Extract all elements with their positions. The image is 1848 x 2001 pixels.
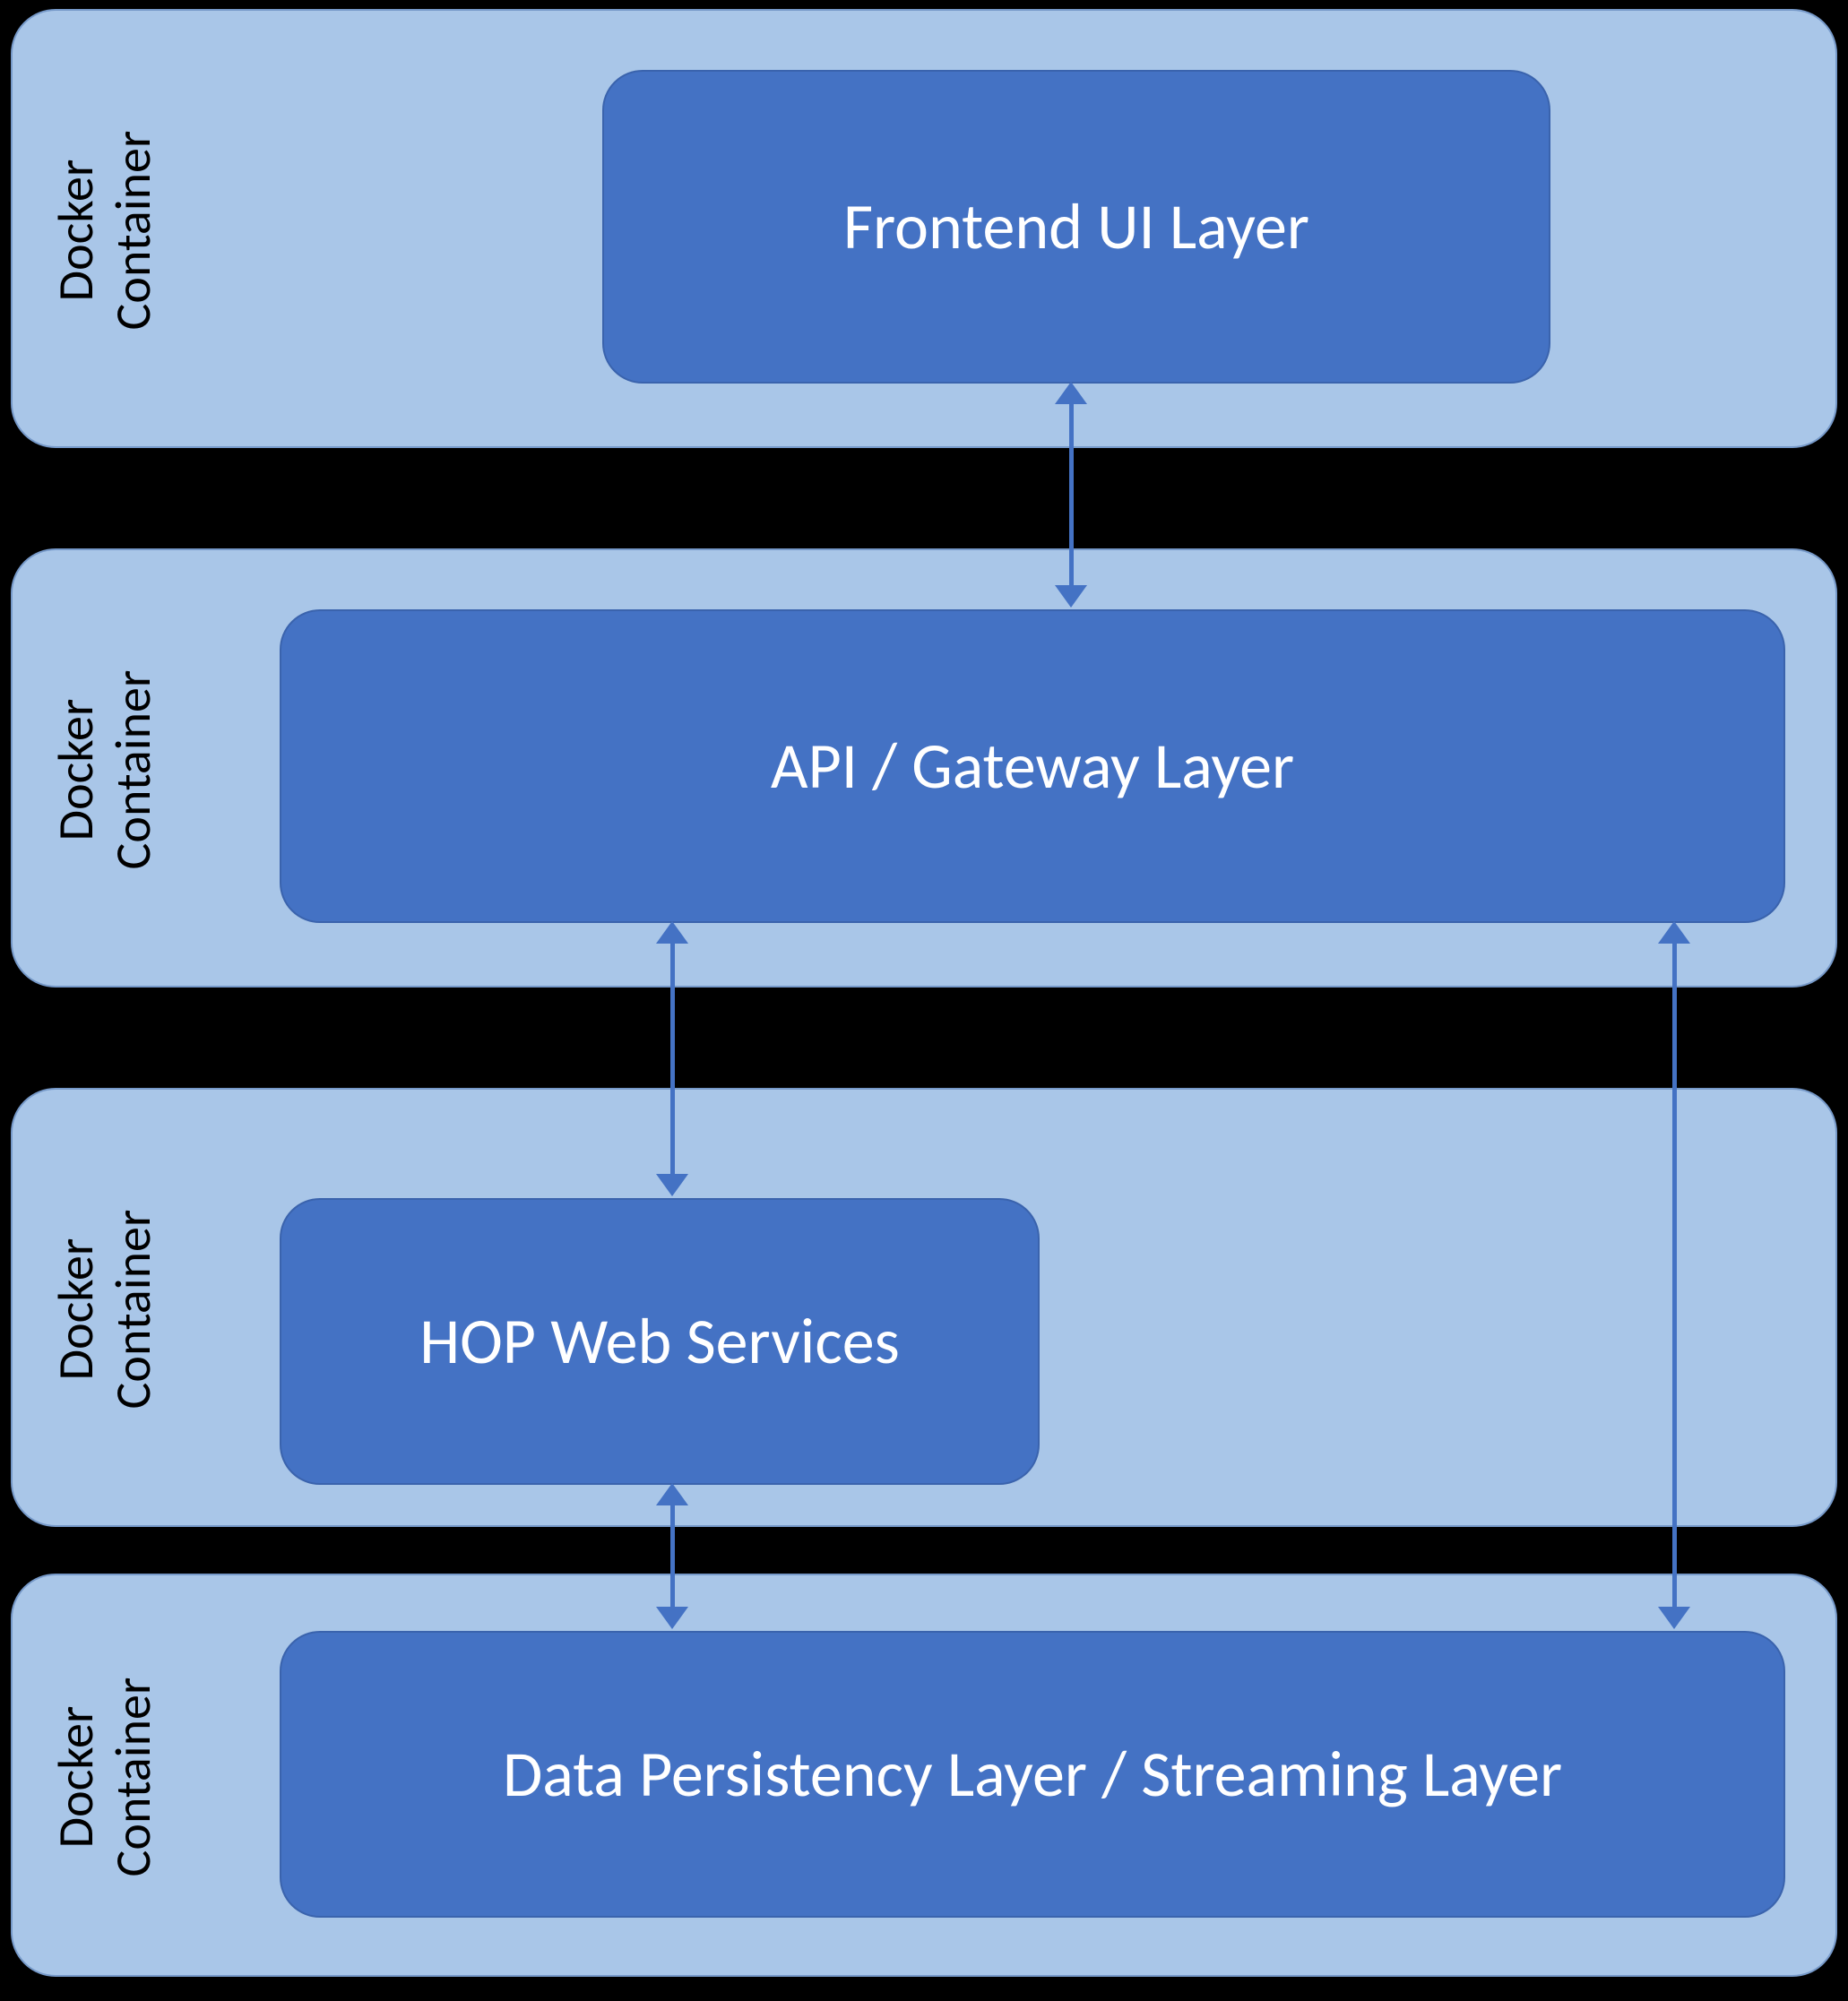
docker-label: Docker Container — [42, 1085, 168, 1533]
layer-hop: HOP Web Services — [280, 1198, 1040, 1485]
layer-hop-text: HOP Web Services — [419, 1302, 900, 1381]
layer-gateway: API / Gateway Layer — [280, 609, 1785, 923]
layer-data-text: Data Persistency Layer / Streaming Layer — [503, 1735, 1562, 1814]
docker-label: Docker Container — [42, 6, 168, 454]
docker-container-data: Docker Container Data Persistency Layer … — [11, 1574, 1837, 1977]
layer-gateway-text: API / Gateway Layer — [771, 727, 1294, 806]
layer-frontend-text: Frontend UI Layer — [843, 187, 1309, 266]
docker-container-frontend: Docker Container Frontend UI Layer — [11, 9, 1837, 448]
arrow-frontend-gateway — [1055, 382, 1087, 608]
arrow-gateway-hop — [656, 921, 688, 1196]
docker-label: Docker Container — [42, 1553, 168, 2001]
layer-frontend: Frontend UI Layer — [602, 70, 1550, 384]
docker-container-hop: Docker Container HOP Web Services — [11, 1088, 1837, 1527]
docker-container-gateway: Docker Container API / Gateway Layer — [11, 548, 1837, 988]
docker-label: Docker Container — [42, 546, 168, 994]
arrow-gateway-data — [1658, 921, 1690, 1629]
layer-data: Data Persistency Layer / Streaming Layer — [280, 1631, 1785, 1918]
arrow-hop-data — [656, 1483, 688, 1629]
